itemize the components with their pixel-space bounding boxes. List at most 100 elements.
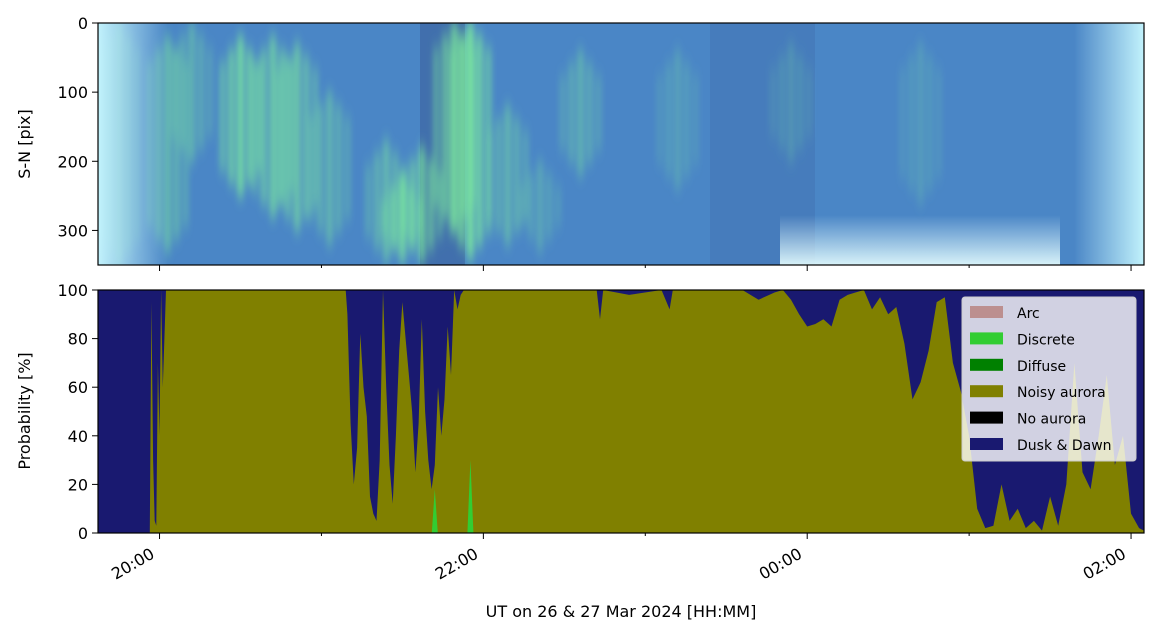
probability-x-tick-label: 00:00 bbox=[756, 544, 805, 584]
discrete-area bbox=[431, 460, 474, 533]
aurora-streak bbox=[665, 62, 672, 177]
keogram-bottom-glow bbox=[780, 215, 1060, 265]
aurora-streak bbox=[294, 43, 301, 231]
aurora-streak bbox=[476, 35, 483, 247]
aurora-streak bbox=[770, 67, 777, 138]
probability-y-tick-label: 0 bbox=[78, 524, 88, 543]
legend-swatch bbox=[970, 306, 1003, 318]
aurora-streak bbox=[228, 48, 235, 184]
legend-swatch bbox=[970, 385, 1003, 398]
aurora-streak bbox=[312, 67, 319, 207]
aurora-streak bbox=[308, 116, 315, 221]
keogram-y-tick-label: 0 bbox=[78, 14, 88, 33]
aurora-streak bbox=[486, 129, 493, 221]
aurora-streak bbox=[467, 23, 474, 259]
aurora-streak bbox=[683, 62, 690, 177]
legend-label: Dusk & Dawn bbox=[1017, 438, 1112, 454]
aurora-streak bbox=[522, 129, 529, 221]
aurora-streak bbox=[899, 67, 906, 179]
probability-y-tick-label: 40 bbox=[68, 427, 88, 446]
probability-x-tick-label: 22:00 bbox=[432, 544, 481, 584]
aurora-streak bbox=[173, 48, 180, 240]
aurora-streak bbox=[586, 62, 593, 164]
aurora-streak bbox=[449, 47, 456, 235]
aurora-streak bbox=[427, 159, 434, 250]
keogram-image bbox=[98, 23, 1144, 265]
keogram-y-axis: 0 100 200 300 bbox=[57, 14, 98, 240]
aurora-streak bbox=[188, 23, 195, 162]
aurora-streak bbox=[495, 117, 502, 233]
aurora-streak bbox=[568, 62, 575, 164]
aurora-streak bbox=[513, 117, 520, 233]
aurora-streak bbox=[237, 36, 244, 196]
aurora-streak bbox=[365, 164, 372, 238]
keogram-y-tick-label: 200 bbox=[57, 152, 88, 171]
aurora-streak bbox=[269, 36, 276, 217]
keogram-x-ticks bbox=[159, 265, 1132, 271]
aurora-streak bbox=[546, 173, 553, 240]
legend-label: No aurora bbox=[1017, 412, 1086, 428]
aurora-streak bbox=[797, 55, 804, 150]
legend-swatch bbox=[970, 438, 1003, 450]
aurora-streak bbox=[317, 104, 324, 233]
aurora-streak bbox=[246, 48, 253, 184]
legend-items: Arc Discrete Diffuse Noisy aurora No aurora D… bbox=[970, 306, 1112, 454]
aurora-streak bbox=[436, 171, 443, 238]
probability-y-tick-label: 100 bbox=[57, 281, 88, 300]
aurora-streak bbox=[442, 35, 449, 219]
x-axis-label: UT on 26 & 27 Mar 2024 [HH:MM] bbox=[486, 602, 757, 621]
legend-box bbox=[961, 296, 1137, 462]
aurora-streak bbox=[926, 55, 933, 191]
aurora-streak bbox=[908, 55, 915, 191]
probability-x-tick-label: 02:00 bbox=[1080, 544, 1129, 584]
keogram-y-axis-label: S-N [pix] bbox=[15, 109, 34, 179]
legend-swatch bbox=[970, 411, 1003, 424]
aurora-streak bbox=[409, 159, 416, 250]
keogram-panel: 0 100 200 300 S-N [pix] bbox=[15, 14, 1145, 271]
probability-frame bbox=[97, 289, 1145, 534]
aurora-streak bbox=[537, 161, 544, 252]
aurora-streak bbox=[935, 67, 942, 179]
aurora-streak bbox=[779, 55, 786, 150]
keogram-right-glow bbox=[1074, 23, 1144, 265]
probability-x-tick-label: 20:00 bbox=[108, 544, 157, 584]
aurora-streak bbox=[197, 35, 204, 150]
aurora-streak bbox=[656, 74, 663, 165]
aurora-streak bbox=[555, 185, 562, 228]
aurora-streak bbox=[326, 92, 333, 245]
aurora-streak bbox=[303, 55, 310, 219]
probability-x-axis: 20:00 22:00 00:00 02:00 bbox=[108, 533, 1132, 584]
aurora-streak bbox=[344, 116, 351, 221]
aurora-streak bbox=[255, 60, 262, 172]
keogram-y-tick-label: 300 bbox=[57, 221, 88, 240]
aurora-streak bbox=[179, 35, 186, 150]
aurora-streak bbox=[692, 74, 699, 165]
aurora-streak bbox=[285, 55, 292, 219]
aurora-streak bbox=[528, 173, 535, 240]
aurora-streak bbox=[374, 152, 381, 250]
aurora-streak bbox=[674, 50, 681, 189]
aurora-streak bbox=[917, 43, 924, 203]
aurora-streak bbox=[390, 187, 397, 250]
aurora-streak bbox=[400, 171, 407, 238]
legend-label: Noisy aurora bbox=[1017, 385, 1106, 401]
aurora-streak bbox=[577, 50, 584, 176]
legend-label: Arc bbox=[1017, 306, 1040, 322]
aurora-streak bbox=[595, 74, 602, 152]
probability-y-axis-label: Probability [%] bbox=[15, 352, 34, 469]
probability-y-tick-label: 80 bbox=[68, 330, 88, 349]
aurora-streak bbox=[806, 67, 813, 138]
aurora-streak bbox=[504, 105, 511, 245]
discrete-spike bbox=[431, 489, 438, 533]
aurora-streak bbox=[251, 60, 258, 193]
probability-y-tick-label: 60 bbox=[68, 378, 88, 397]
discrete-spike bbox=[467, 460, 474, 533]
probability-y-tick-label: 20 bbox=[68, 475, 88, 494]
aurora-streak bbox=[418, 147, 425, 262]
aurora-streak bbox=[335, 104, 342, 233]
probability-y-axis: 0 20 40 60 80 100 bbox=[57, 281, 98, 543]
legend-label: Discrete bbox=[1017, 332, 1075, 348]
aurora-streak bbox=[458, 35, 465, 247]
aurora-streak bbox=[381, 199, 388, 238]
